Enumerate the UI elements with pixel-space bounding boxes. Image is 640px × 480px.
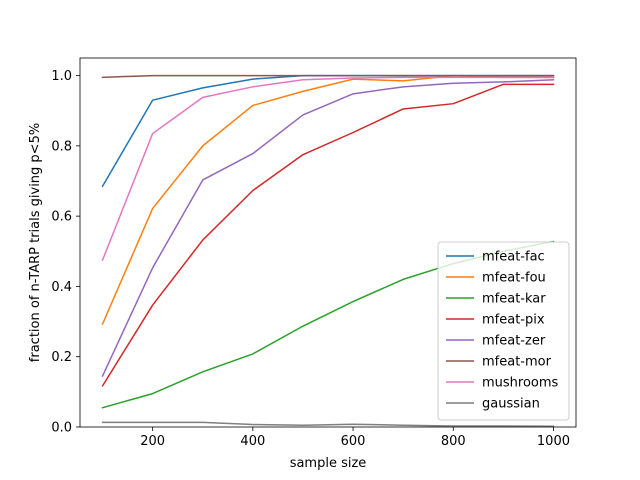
legend-label-mfeat-zer: mfeat-zer — [482, 334, 546, 349]
axes-frame — [79, 57, 577, 428]
y-tick-label: 0.2 — [51, 350, 72, 365]
x-tick-label: 800 — [441, 434, 466, 449]
y-tick-label: 0.8 — [51, 139, 72, 154]
y-tick-label: 0.0 — [51, 421, 72, 436]
x-tick-label: 1000 — [537, 434, 570, 449]
legend-label-gaussian: gaussian — [482, 397, 540, 412]
series-line-mfeat-fou — [101, 74, 555, 326]
series-layer — [101, 74, 555, 428]
legend: mfeat-fac mfeat-fou mfeat-kar mfeat-pix mfea… — [437, 241, 570, 421]
ticks-layer: 200 400 600 800 1000 0.0 0.2 0.4 0.6 0.8 1.0 — [51, 69, 570, 449]
legend-label-mfeat-mor: mfeat-mor — [482, 355, 552, 370]
y-axis-title: fraction of n-TARP trials giving p<5% — [28, 123, 43, 362]
x-tick-label: 600 — [341, 434, 366, 449]
legend-label-mushrooms: mushrooms — [482, 376, 559, 391]
x-tick-label: 200 — [140, 434, 165, 449]
legend-label-mfeat-pix: mfeat-pix — [482, 313, 545, 328]
series-line-mfeat-zer — [101, 79, 555, 378]
legend-box — [437, 241, 570, 421]
legend-label-mfeat-fou: mfeat-fou — [482, 271, 546, 286]
series-line-mushrooms — [101, 76, 555, 262]
x-tick-label: 400 — [240, 434, 265, 449]
series-line-mfeat-mor — [101, 74, 555, 79]
series-line-mfeat-pix — [101, 83, 555, 387]
legend-label-mfeat-kar: mfeat-kar — [482, 292, 546, 307]
legend-label-mfeat-fac: mfeat-fac — [482, 250, 545, 265]
y-tick-label: 1.0 — [51, 69, 72, 84]
axes-layer — [79, 57, 577, 428]
y-tick-label: 0.4 — [51, 280, 72, 295]
x-axis-title: sample size — [290, 456, 367, 471]
series-line-gaussian — [101, 421, 555, 428]
y-tick-label: 0.6 — [51, 210, 72, 225]
